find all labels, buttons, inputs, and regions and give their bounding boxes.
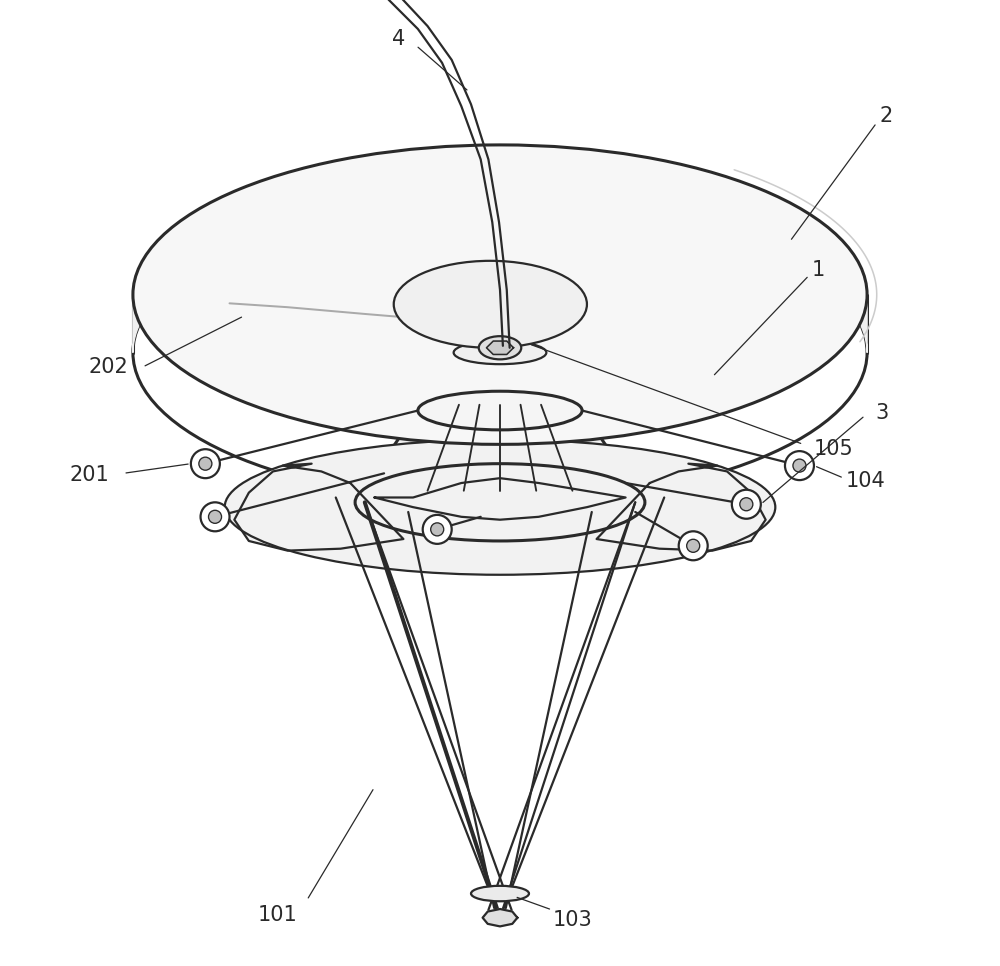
- Ellipse shape: [454, 341, 546, 364]
- Text: 105: 105: [813, 440, 853, 459]
- Text: 103: 103: [553, 910, 592, 929]
- Polygon shape: [486, 341, 514, 355]
- Text: 201: 201: [70, 466, 109, 485]
- Circle shape: [793, 459, 806, 472]
- Polygon shape: [234, 464, 403, 551]
- Circle shape: [740, 497, 753, 511]
- Ellipse shape: [471, 886, 529, 901]
- Circle shape: [732, 490, 761, 519]
- Ellipse shape: [133, 145, 867, 444]
- Polygon shape: [133, 145, 867, 353]
- Circle shape: [199, 457, 212, 470]
- Text: 2: 2: [880, 106, 893, 126]
- Polygon shape: [597, 464, 766, 551]
- Ellipse shape: [447, 397, 553, 424]
- Text: 101: 101: [258, 905, 298, 924]
- Circle shape: [201, 502, 230, 531]
- Ellipse shape: [479, 336, 521, 359]
- Text: 3: 3: [875, 404, 888, 423]
- Circle shape: [431, 523, 444, 536]
- Text: 104: 104: [845, 471, 885, 491]
- Polygon shape: [483, 909, 517, 926]
- Text: 4: 4: [392, 29, 405, 48]
- Polygon shape: [355, 391, 645, 502]
- Circle shape: [423, 515, 452, 544]
- Circle shape: [687, 539, 700, 553]
- Circle shape: [209, 510, 222, 524]
- Text: 202: 202: [89, 357, 129, 377]
- Text: 1: 1: [812, 261, 825, 280]
- Circle shape: [191, 449, 220, 478]
- Ellipse shape: [225, 440, 775, 575]
- Circle shape: [785, 451, 814, 480]
- Circle shape: [679, 531, 708, 560]
- Ellipse shape: [418, 391, 582, 430]
- Ellipse shape: [394, 261, 587, 348]
